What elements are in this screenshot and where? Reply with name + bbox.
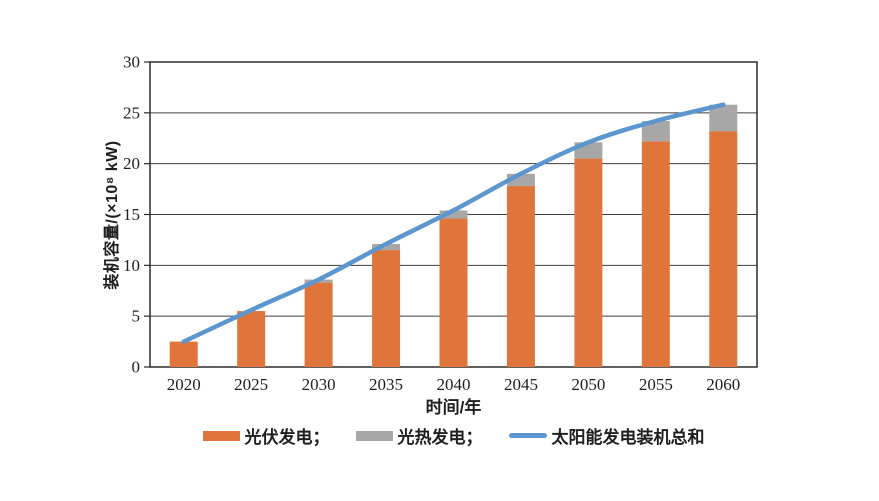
bar-pv <box>372 250 401 367</box>
legend-swatch-csp <box>355 430 393 441</box>
x-tick-label: 2045 <box>504 375 538 394</box>
bar-pv <box>641 141 670 367</box>
bar-pv <box>439 218 468 367</box>
x-tick-label: 2025 <box>234 375 268 394</box>
y-tick-label: 0 <box>132 358 141 377</box>
x-tick-label: 2030 <box>302 375 336 394</box>
y-tick-label: 10 <box>123 256 140 275</box>
bar-pv <box>169 341 198 367</box>
y-tick-label: 15 <box>123 205 140 224</box>
legend-label-csp: 光热发电； <box>397 428 483 447</box>
legend: 光伏发电； 光热发电； 太阳能发电装机总和 <box>150 423 757 448</box>
bar-pv <box>709 131 738 367</box>
bar-pv <box>506 186 535 367</box>
x-tick-label: 2035 <box>369 375 403 394</box>
legend-label-total: 太阳能发电装机总和 <box>551 428 705 447</box>
y-axis-title: 装机容量/(×10⁸ kW) <box>104 140 121 290</box>
legend-item-pv: 光伏发电； <box>202 423 330 448</box>
y-tick-label: 30 <box>123 53 140 72</box>
x-axis-title: 时间/年 <box>425 398 482 417</box>
legend-item-total: 太阳能发电装机总和 <box>508 423 705 448</box>
x-tick-label: 2040 <box>437 375 471 394</box>
bar-csp <box>641 120 670 142</box>
bar-pv <box>237 311 266 367</box>
legend-label-pv: 光伏发电； <box>244 428 330 447</box>
y-tick-label: 25 <box>123 103 140 122</box>
total-line <box>181 102 726 344</box>
bar-csp <box>439 210 468 219</box>
x-tick-label: 2020 <box>167 375 201 394</box>
x-tick-label: 2050 <box>571 375 605 394</box>
legend-swatch-total-line <box>508 433 547 438</box>
y-tick-label: 5 <box>132 307 141 326</box>
x-tick-label: 2055 <box>639 375 673 394</box>
bar-csp <box>372 243 401 251</box>
legend-swatch-pv <box>202 430 240 441</box>
x-tick-label: 2060 <box>706 375 740 394</box>
bar-pv <box>574 158 603 367</box>
legend-item-csp: 光热发电； <box>355 423 483 448</box>
y-tick-label: 20 <box>123 154 140 173</box>
bar-pv <box>304 282 333 367</box>
